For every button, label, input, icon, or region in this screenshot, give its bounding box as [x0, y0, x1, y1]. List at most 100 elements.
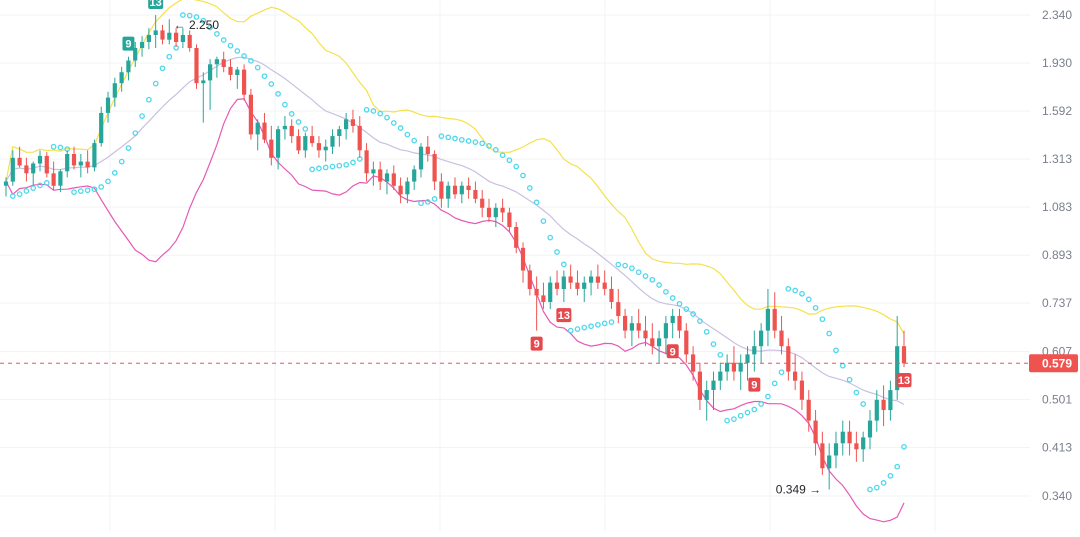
sar-dot — [601, 320, 608, 327]
candle-body — [820, 443, 825, 469]
sar-dot — [84, 187, 91, 194]
sar-dot — [282, 101, 288, 108]
candle-body — [119, 72, 124, 84]
low-annotation: 0.349 → — [776, 482, 821, 496]
td-marker-box — [748, 377, 761, 392]
sar-dot — [268, 81, 275, 87]
sar-dot — [472, 139, 479, 145]
sar-dot — [765, 393, 771, 400]
candle-body — [500, 207, 505, 213]
td-marker-buy: 9 — [530, 336, 543, 351]
candle-body — [629, 323, 634, 331]
sar-dot — [186, 12, 193, 19]
sar-dot — [261, 73, 268, 80]
candle-body — [58, 171, 63, 186]
sar-dot — [9, 193, 16, 199]
sar-dot — [275, 91, 281, 97]
candle-body — [874, 399, 879, 421]
candle-body — [187, 35, 192, 48]
candle-body — [759, 330, 764, 347]
candle-body — [507, 212, 512, 227]
sar-dot — [731, 416, 737, 422]
candle-body — [847, 431, 852, 444]
sar-dot — [520, 172, 526, 179]
last-price-box — [1029, 354, 1078, 373]
candle-body — [520, 247, 526, 271]
candle-body — [589, 276, 594, 283]
candle-body — [514, 227, 519, 248]
sar-dot — [418, 200, 424, 207]
sar-dot — [799, 290, 805, 297]
sar-dot — [132, 130, 139, 136]
sar-dot — [724, 417, 730, 424]
y-tick-label: 1.313 — [1042, 152, 1072, 166]
candle-body — [793, 371, 798, 381]
candle-body — [92, 143, 97, 168]
candle-body — [167, 32, 172, 40]
sar-dot — [867, 486, 873, 493]
candle-body — [888, 390, 893, 411]
sar-dot — [220, 37, 227, 43]
td-marker-buy: 9 — [666, 344, 679, 359]
sar-dot — [846, 376, 853, 383]
sar-dot — [302, 126, 309, 132]
y-tick-label: 1.930 — [1042, 56, 1072, 70]
candle-body — [595, 276, 600, 283]
candle-body — [772, 308, 777, 331]
sar-dot — [227, 42, 234, 49]
sar-dot — [57, 144, 64, 151]
candle-body — [480, 198, 485, 208]
candle-body — [452, 185, 458, 195]
sar-dot — [207, 24, 213, 31]
candle-body — [779, 330, 784, 347]
sar-dot — [309, 166, 315, 173]
sar-dot — [826, 330, 833, 337]
sar-dot — [363, 106, 370, 113]
candle-body — [684, 330, 689, 355]
candle-body — [282, 125, 287, 130]
candle-body — [235, 69, 240, 75]
sar-dot — [608, 319, 615, 325]
candle-body — [609, 288, 614, 302]
candle-body — [255, 122, 260, 135]
sar-dot — [526, 185, 533, 191]
sar-dot — [152, 80, 159, 87]
sar-dot — [411, 137, 418, 144]
td-marker-label: 13 — [898, 375, 910, 387]
candle-body — [133, 48, 138, 61]
candles — [3, 15, 907, 490]
bollinger-lower — [5, 98, 905, 523]
candle-body — [663, 323, 668, 339]
td-marker-label: 9 — [670, 346, 676, 358]
candle-body — [105, 97, 111, 113]
td-marker-sell: 9 — [122, 36, 135, 51]
sar-dot — [105, 178, 111, 185]
td-marker-label: 9 — [125, 39, 131, 51]
td-marker-box — [556, 308, 572, 323]
sar-dot — [370, 108, 377, 114]
bollinger-bands — [5, 0, 905, 523]
sar-dot — [649, 276, 656, 283]
candle-body — [248, 94, 253, 135]
y-tick-label: 1.083 — [1042, 200, 1072, 214]
candle-body — [486, 207, 492, 218]
candle-body — [78, 161, 83, 166]
sar-dot — [819, 316, 826, 323]
sar-dot — [717, 351, 724, 358]
sar-dot — [560, 261, 567, 268]
sar-dot — [350, 159, 356, 166]
sar-dot — [595, 321, 601, 328]
y-tick-label: 2.340 — [1042, 8, 1072, 22]
price-axis: 2.3401.9301.5921.3131.0830.8930.7370.607… — [1042, 8, 1072, 503]
candle-body — [725, 362, 730, 372]
sar-dot — [23, 188, 30, 194]
sar-dot — [479, 140, 486, 147]
sar-dot — [839, 362, 846, 369]
candle-body — [867, 420, 873, 438]
candle-body — [323, 146, 328, 151]
candle-body — [398, 185, 403, 195]
candle-body — [745, 354, 750, 363]
candle-body — [582, 282, 587, 289]
